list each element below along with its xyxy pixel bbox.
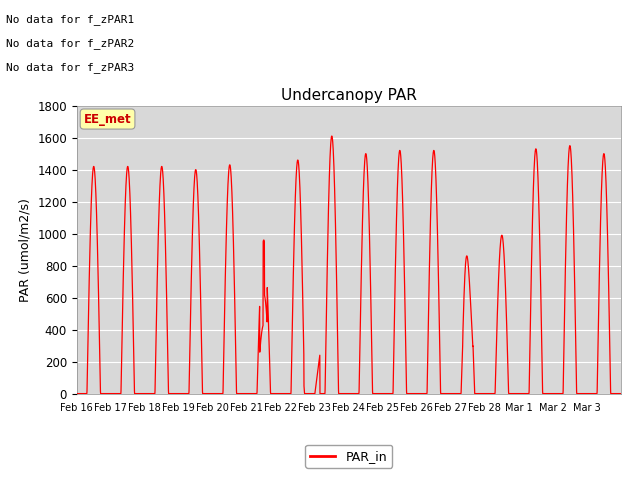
- Text: No data for f_zPAR2: No data for f_zPAR2: [6, 38, 134, 49]
- Text: No data for f_zPAR3: No data for f_zPAR3: [6, 62, 134, 73]
- Text: No data for f_zPAR1: No data for f_zPAR1: [6, 14, 134, 25]
- Legend: PAR_in: PAR_in: [305, 445, 392, 468]
- Title: Undercanopy PAR: Undercanopy PAR: [281, 88, 417, 103]
- Y-axis label: PAR (umol/m2/s): PAR (umol/m2/s): [19, 198, 32, 301]
- Text: EE_met: EE_met: [84, 112, 131, 126]
